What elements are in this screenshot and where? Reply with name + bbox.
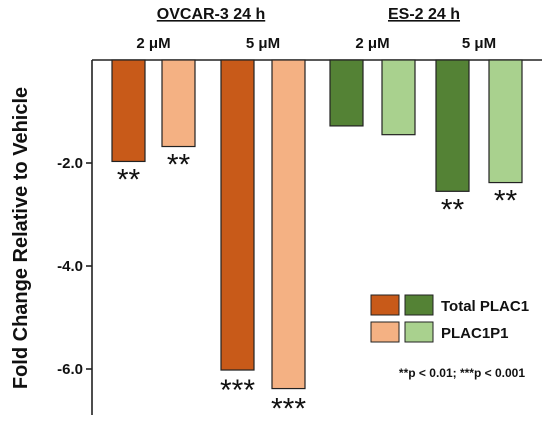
y-axis-label: Fold Change Relative to Vehicle <box>10 87 32 389</box>
legend-swatch <box>370 321 400 343</box>
significance-label: ** <box>167 149 191 182</box>
y-tick-label: -2.0 <box>57 155 83 172</box>
legend-label: PLAC1P1 <box>441 325 509 342</box>
significance-label: *** <box>271 393 306 426</box>
significance-label: ** <box>117 163 141 196</box>
bar <box>435 59 470 192</box>
bar <box>329 59 364 127</box>
bar <box>488 59 523 184</box>
bar <box>381 59 416 136</box>
bar <box>220 59 255 371</box>
legend-label: Total PLAC1 <box>441 298 529 315</box>
bar <box>161 59 196 148</box>
concentration-label: 2 μM <box>355 35 389 52</box>
significance-label: ** <box>494 185 518 218</box>
legend-swatch <box>404 294 434 316</box>
concentration-label: 5 μM <box>246 35 280 52</box>
significance-label: *** <box>220 374 255 407</box>
legend-swatch <box>370 294 400 316</box>
significance-note: **p < 0.01; ***p < 0.001 <box>399 366 525 380</box>
group-title: ES-2 24 h <box>388 6 460 23</box>
concentration-label: 2 μM <box>136 35 170 52</box>
y-tick-label: -6.0 <box>57 361 83 378</box>
concentration-label: 5 μM <box>462 35 496 52</box>
bar <box>271 59 306 390</box>
y-tick-label: -4.0 <box>57 258 83 275</box>
legend-swatch <box>404 321 434 343</box>
bar <box>111 59 146 163</box>
significance-label: ** <box>441 193 465 226</box>
group-title: OVCAR-3 24 h <box>157 6 265 23</box>
